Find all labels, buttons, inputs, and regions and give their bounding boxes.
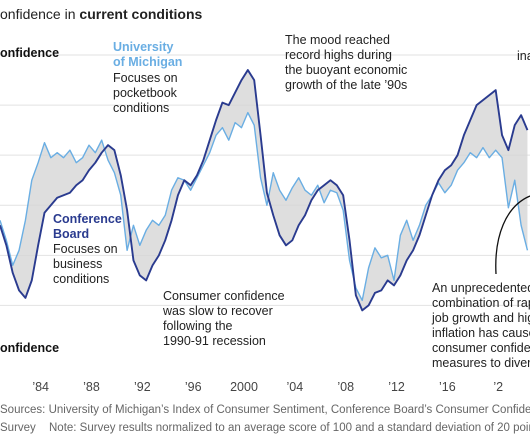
series-lines [0,69,529,312]
x-tick-label-2: ’92 [134,380,151,394]
footer-note: Note: Survey results normalized to an av… [49,422,530,434]
umich-desc-line-3: conditions [113,101,169,115]
unprecedented-line-1: An unprecedented [432,281,530,295]
mood-line-1: The mood reached [285,33,390,47]
chart-title-plain: onfidence in [0,6,79,22]
annotation-unprecedented: An unprecedented combination of rap job … [431,281,530,370]
mood-line-3: the buoyant economic [285,63,407,77]
annotation-umich-desc: Focuses on pocketbook conditions [113,71,181,115]
cb-name-line-2: Board [53,227,89,241]
umich-desc-line-2: pocketbook [113,86,178,100]
x-tick-label-8: ’16 [439,380,456,394]
series-line-conference-board [0,69,529,312]
unprecedented-line-4: inflation has caused [432,326,530,340]
footer-note-prefix: Survey [0,422,36,434]
unprecedented-line-5: consumer confiden [432,341,530,355]
cb-desc-line-3: conditions [53,272,109,286]
series-line-umich [0,111,529,302]
unprecedented-line-6: measures to diverg [432,356,530,370]
x-tick-label-6: ’08 [337,380,354,394]
annotation-cb-desc: Focuses on business conditions [53,242,121,286]
cb-name-line-1: Conference [53,212,122,226]
cb-desc-line-1: Focuses on [53,242,118,256]
x-tick-label-1: ’88 [83,380,100,394]
x-axis-ticks: ’84 ’88 ’92 ’96 2000 ’04 ’08 ’12 ’16 ’2 [32,380,503,394]
recover-line-1: Consumer confidence [163,289,285,303]
y-label-top: onfidence [0,46,59,60]
x-tick-label-9: ’2 [493,380,503,394]
umich-name-line-1: University [113,40,173,54]
x-tick-label-4: 2000 [230,380,258,394]
recover-line-3: following the [163,319,233,333]
annotation-mood: The mood reached record highs during the… [285,33,411,92]
recover-line-4: 1990-91 recession [163,334,266,348]
footer-sources: Sources: University of Michigan’s Index … [0,404,530,416]
umich-desc-line-1: Focuses on [113,71,178,85]
annotation-recover: Consumer confidence was slow to recover … [162,289,288,348]
y-label-bottom: onfidence [0,341,59,355]
x-tick-label-0: ’84 [32,380,49,394]
mood-line-4: growth of the late ’90s [285,78,407,92]
callout-arc [495,195,530,275]
umich-name-line-2: of Michigan [113,55,182,69]
annotation-umich-name: University of Michigan [113,40,182,69]
unprecedented-line-3: job growth and high [431,311,530,325]
x-tick-label-7: ’12 [388,380,405,394]
chart-title-bold: current conditions [79,6,202,22]
mood-line-2: record highs during [285,48,392,62]
x-tick-label-3: ’96 [185,380,202,394]
cb-desc-line-2: business [53,257,102,271]
annotation-cb-name: Conference Board [53,212,125,241]
annotation-top-right: ina [517,49,530,63]
chart-title: onfidence in current conditions [0,6,203,22]
x-tick-label-5: ’04 [287,380,304,394]
unprecedented-line-2: combination of rap [432,296,530,310]
recover-line-2: was slow to recover [162,304,273,318]
